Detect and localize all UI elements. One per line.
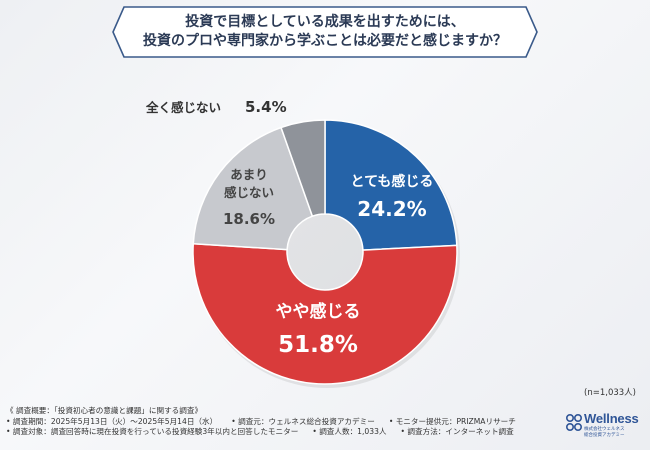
slice-label-very: とても感じる (351, 173, 434, 190)
slice-label-not-at-all: 全く感じない (145, 100, 221, 115)
survey-footer: 《 調査概要：「投資初心者の意識と課題」に関する調査》 • 調査期間：2025年… (6, 406, 530, 438)
slice-not-at-all (280, 119, 326, 218)
title-banner-frame (112, 6, 538, 58)
logo-mark-icon (565, 413, 583, 432)
slice-value-not-much: 18.6% (223, 210, 275, 228)
footer-target: • 調査対象：調査回答時に現在投資を行っている投資経験3年以内と回答したモニター (6, 427, 299, 436)
slice-value-not-at-all: 5.4% (245, 98, 287, 116)
slice-label-not-much-line1: あまり (230, 167, 268, 182)
footer-row-3: • 調査対象：調査回答時に現在投資を行っている投資経験3年以内と回答したモニター… (6, 427, 530, 438)
slice-not-much (192, 126, 314, 251)
chart-title: 投資で目標としている成果を出すためには、 投資のプロや専門家から学ぶことは必要だ… (112, 13, 538, 51)
footer-method: • 調査方法：インターネット調査 (400, 427, 514, 436)
slice-very (324, 119, 458, 251)
chart-title-line1: 投資で目標としている成果を出すためには、 (185, 14, 465, 30)
wellness-logo: Wellness 株式会社ウェルネス 総合投資アカデミー (565, 411, 645, 445)
footer-row-1: 《 調査概要：「投資初心者の意識と課題」に関する調査》 (6, 406, 530, 417)
footer-count: • 調査人数：1,033人 (312, 427, 387, 436)
slice-value-very: 24.2% (357, 197, 426, 221)
logo-sub2: 総合投資アカデミー (584, 433, 625, 438)
title-banner: 投資で目標としている成果を出すためには、 投資のプロや専門家から学ぶことは必要だ… (112, 6, 538, 58)
slice-somewhat (192, 242, 458, 385)
logo-sub1: 株式会社ウェルネス (584, 427, 625, 432)
slice-label-somewhat: やや感じる (276, 301, 361, 322)
chart-title-line2: 投資のプロや専門家から学ぶことは必要だと感じますか？ (143, 33, 507, 49)
footer-source: • 調査元：ウェルネス総合投資アカデミー (231, 416, 375, 426)
sample-size-note: (n=1,033人) (584, 388, 636, 398)
slice-label-not-much-line2: 感じない (224, 185, 274, 200)
footer-row-2: • 調査期間：2025年5月13日（火）〜2025年5月14日（水） • 調査元：… (6, 417, 530, 428)
footer-monitor: • モニター提供元：PRIZMAリサーチ (388, 416, 516, 426)
footer-heading: 《 調査概要：「投資初心者の意識と課題」に関する調査》 (6, 406, 203, 415)
slice-value-somewhat: 51.8% (278, 332, 358, 358)
footer-period: • 調査期間：2025年5月13日（火）〜2025年5月14日（水） (6, 416, 218, 426)
logo-word: Wellness (584, 411, 639, 426)
